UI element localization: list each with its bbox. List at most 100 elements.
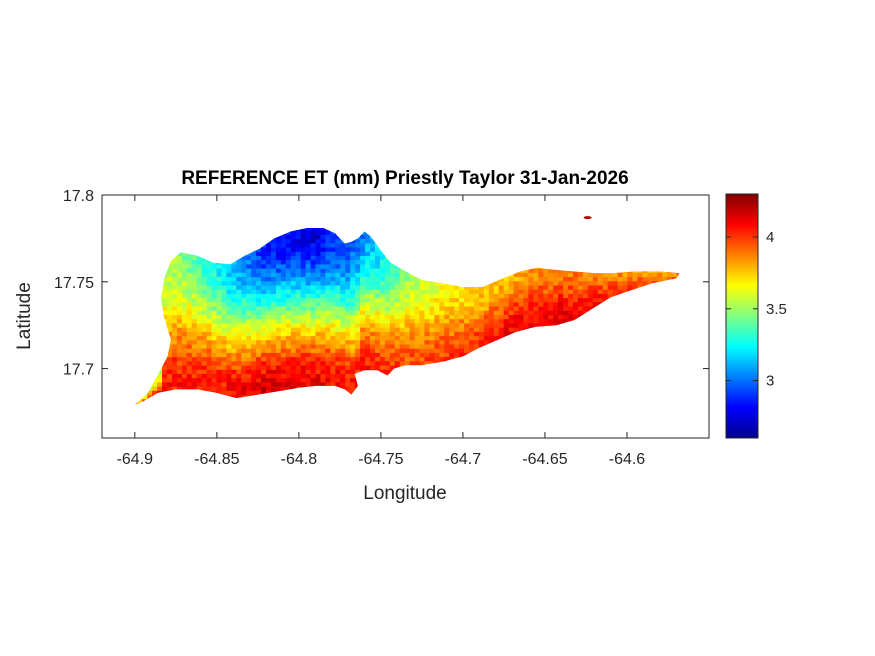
heatmap-cell [186,284,193,290]
heatmap-cell [290,369,297,375]
heatmap-cell [171,276,178,282]
heatmap-cell [340,259,346,265]
heatmap-cell [528,301,534,307]
heatmap-cell [266,318,272,324]
heatmap-cell [335,369,341,375]
heatmap-cell [434,327,440,332]
heatmap-cell [548,289,554,294]
heatmap-cell [365,234,371,240]
heatmap-cell [374,331,381,337]
heatmap-cell [211,327,218,332]
heatmap-cell [558,301,564,307]
heatmap-cell [533,314,539,320]
heatmap-cell [162,360,168,366]
heatmap-cell [340,293,346,299]
heatmap-cell [384,314,391,320]
heatmap-cell [181,305,188,311]
heatmap-cell [236,343,242,349]
heatmap-cell [518,272,525,278]
heatmap-cell [345,373,351,379]
heatmap-cell [345,289,351,294]
heatmap-cell [167,343,173,349]
heatmap-cell [444,293,450,299]
heatmap-cell [221,263,228,269]
heatmap-cell [478,305,485,311]
heatmap-cell [558,305,564,311]
heatmap-cell [360,327,366,332]
heatmap-cell [295,259,302,265]
heatmap-cell [370,348,376,353]
heatmap-cell [315,335,322,341]
heatmap-cell [300,373,307,379]
heatmap-cell [226,314,232,320]
heatmap-cell [568,284,574,290]
heatmap-cell [285,297,292,303]
heatmap-cell [424,280,431,286]
heatmap-cell [181,318,188,324]
heatmap-cell [429,360,435,366]
heatmap-cell [191,327,198,332]
heatmap-cell [206,348,213,353]
heatmap-cell [280,356,287,362]
heatmap-cell [206,377,213,383]
heatmap-cell [434,293,440,299]
heatmap-cell [167,381,173,387]
heatmap-cell [370,255,376,261]
heatmap-cell [399,343,406,349]
heatmap-cell [513,280,520,286]
heatmap-cell [206,335,213,341]
heatmap-cell [226,339,232,345]
heatmap-cell [345,322,351,328]
heatmap-cell [355,335,361,341]
heatmap-cell [241,369,247,375]
heatmap-cell [275,297,282,303]
heatmap-cell [384,327,391,332]
heatmap-cell [325,322,331,328]
heatmap-cell [181,360,188,366]
heatmap-cell [379,339,386,345]
heatmap-cell [270,310,277,315]
heatmap-cell [374,352,381,358]
colorbar-scale [725,193,759,439]
heatmap-cell [374,305,381,311]
heatmap-cell [379,335,386,341]
heatmap-cell [270,272,277,278]
heatmap-cell [285,381,292,387]
heatmap-cell [315,364,322,370]
heatmap-cell [226,289,232,294]
heatmap-cell [241,310,247,315]
heatmap-cell [275,381,282,387]
heatmap-cell [206,293,213,299]
heatmap-cell [483,297,490,303]
heatmap-cell [315,314,322,320]
heatmap-cell [176,293,183,299]
heatmap-cell [266,276,272,282]
heatmap-cell [295,377,302,383]
heatmap-cell [478,301,485,307]
heatmap-cell [266,251,272,256]
heatmap-cell [295,381,302,387]
heatmap-cell [469,335,475,341]
heatmap-cell [280,322,287,328]
heatmap-cell [221,297,228,303]
heatmap-cell [270,386,277,391]
heatmap-cell [280,268,287,273]
heatmap-cell [226,356,232,362]
heatmap-cell [181,381,188,387]
x-tick-label: -64.85 [194,451,239,468]
heatmap-cell [399,352,406,358]
heatmap-cell [360,360,366,366]
heatmap-cell [216,263,223,269]
heatmap-cell [310,280,317,286]
heatmap-cell [300,238,307,244]
heatmap-cell [360,238,366,244]
heatmap-cell [399,297,406,303]
heatmap-cell [389,268,396,273]
heatmap-cell [266,352,272,358]
heatmap-cell [201,377,208,383]
heatmap-cell [419,318,426,324]
heatmap-cell [602,289,609,294]
heatmap-cell [295,272,302,278]
heatmap-cell [459,293,465,299]
heatmap-cell [206,276,213,282]
